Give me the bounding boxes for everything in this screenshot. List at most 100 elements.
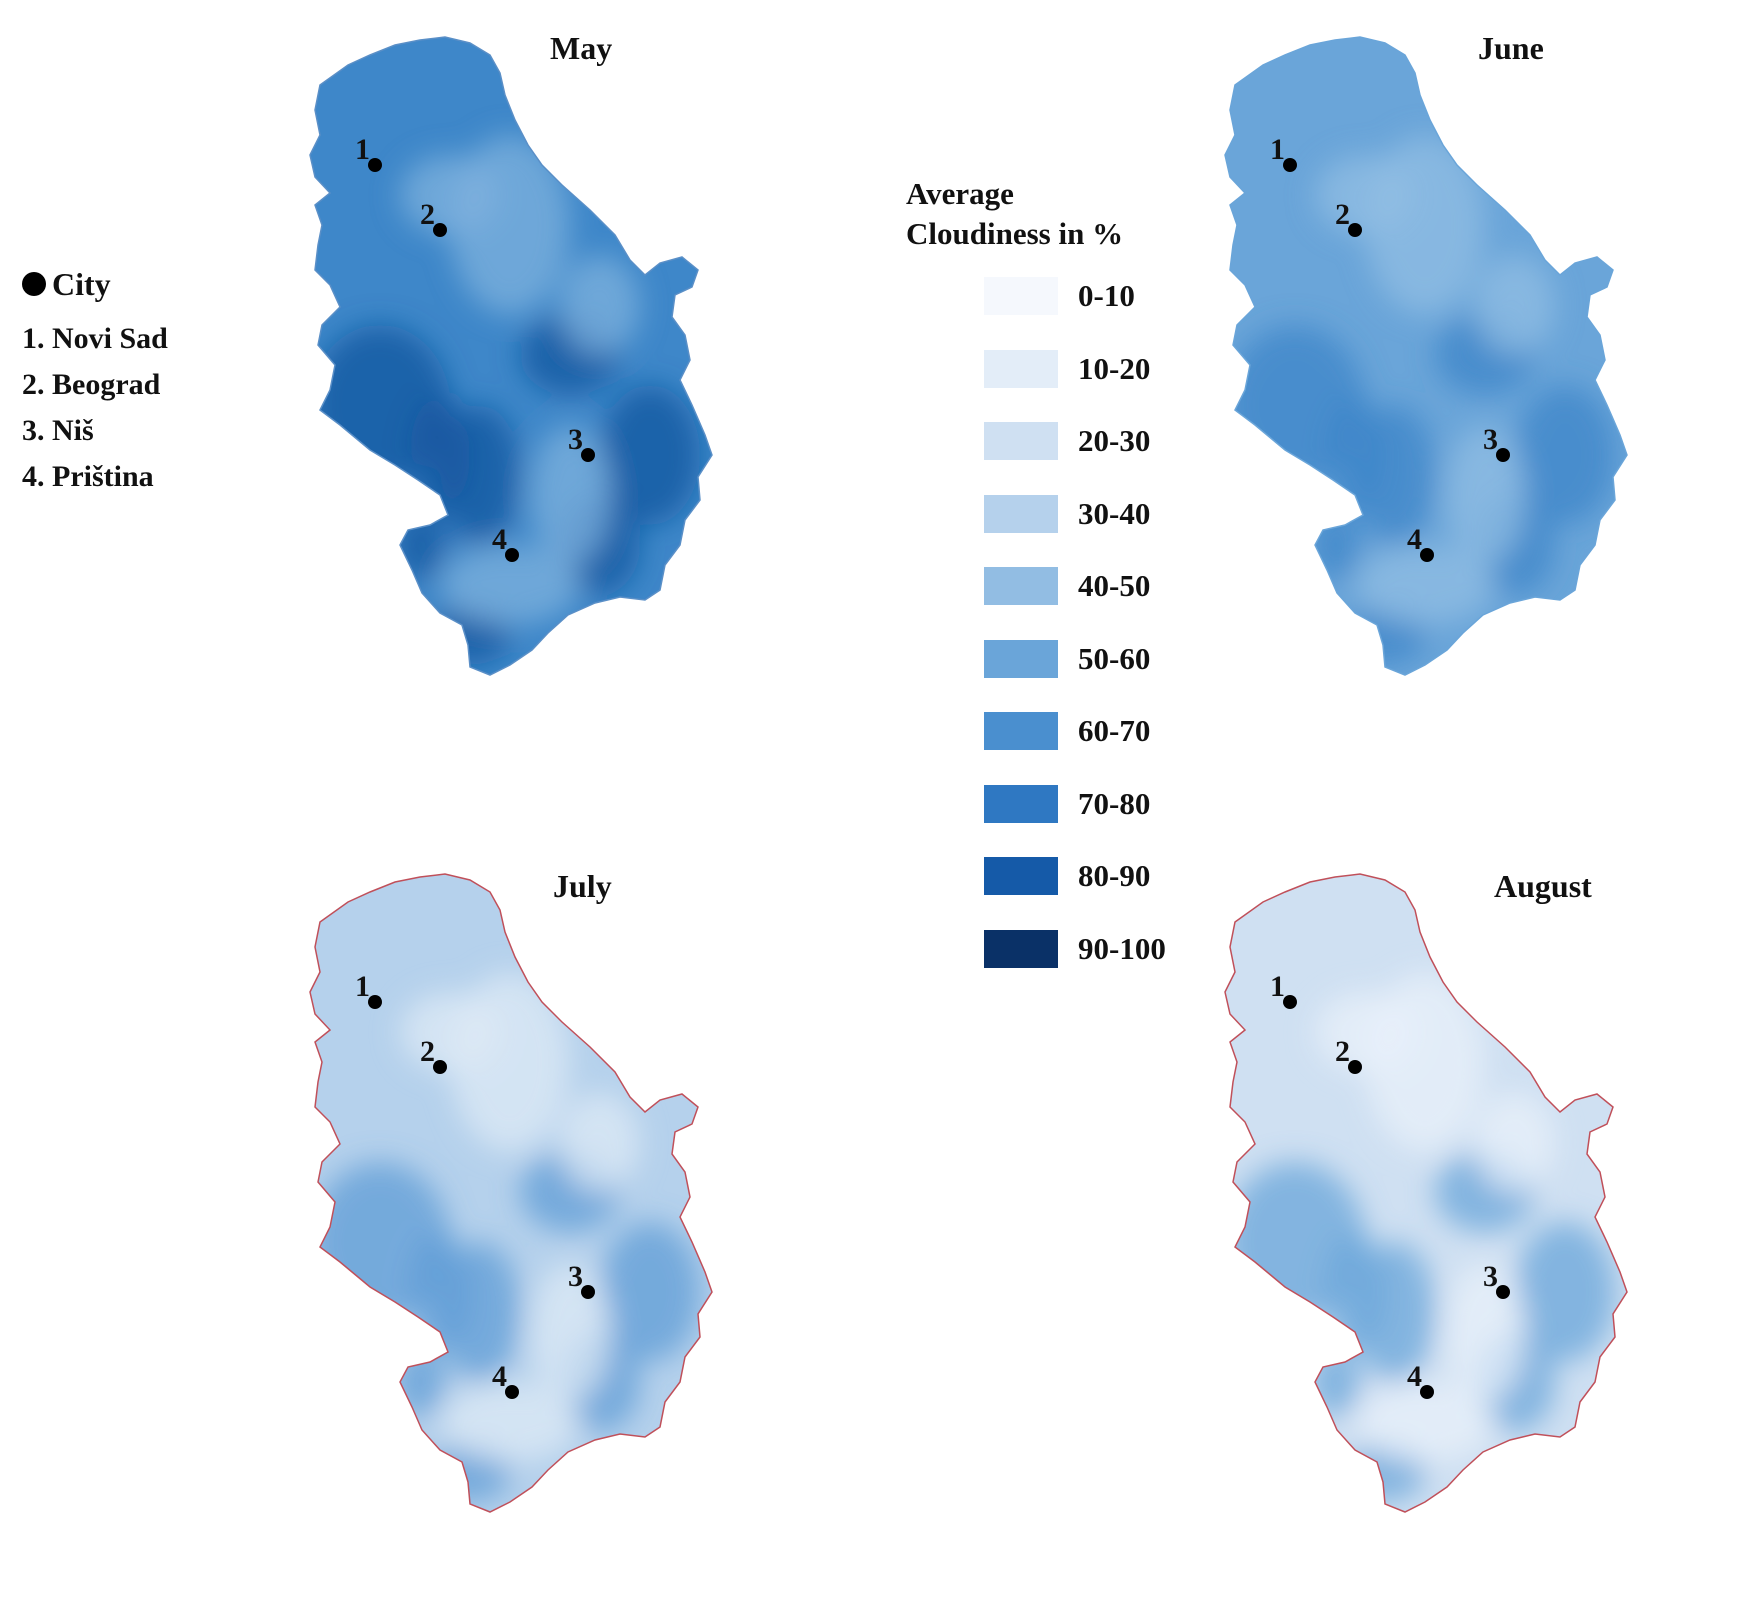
city-marker bbox=[433, 1060, 447, 1074]
low-cloudiness-area bbox=[400, 155, 500, 235]
country-border bbox=[1224, 36, 1628, 676]
legend-swatch bbox=[984, 494, 1058, 533]
cloudiness-map-may: 1 2 3 4 bbox=[309, 36, 713, 676]
legend-class-label: 20-30 bbox=[1078, 423, 1151, 459]
legend-class-row: 10-20 bbox=[984, 333, 1186, 406]
city-marker bbox=[1496, 1285, 1510, 1299]
low-cloudiness-area bbox=[1475, 1092, 1555, 1192]
map-title-may: May bbox=[550, 30, 613, 66]
city-marker-number: 3 bbox=[1483, 1260, 1498, 1293]
city-marker bbox=[1420, 548, 1434, 562]
cloudiness-map-july: 1 2 3 4 bbox=[309, 873, 713, 1513]
city-marker-number: 1 bbox=[355, 133, 370, 166]
city-marker bbox=[505, 1385, 519, 1399]
legend-class-row: 80-90 bbox=[984, 840, 1186, 913]
legend-swatch bbox=[984, 639, 1058, 678]
cloudiness-map-august: 1 2 3 4 bbox=[1224, 873, 1628, 1513]
city-marker-number: 4 bbox=[492, 1360, 507, 1393]
city-marker-number: 2 bbox=[420, 1035, 435, 1068]
city-legend: City 1. Novi Sad 2. Beograd 3. Niš 4. Pr… bbox=[22, 262, 252, 500]
city-marker bbox=[1283, 995, 1297, 1009]
low-cloudiness-area bbox=[400, 992, 500, 1072]
legend-class-label: 10-20 bbox=[1078, 350, 1151, 386]
city-marker-number: 2 bbox=[1335, 198, 1350, 231]
legend-class-label: 90-100 bbox=[1078, 930, 1166, 966]
city-marker bbox=[1348, 223, 1362, 237]
legend-class-row: 20-30 bbox=[984, 405, 1186, 478]
city-marker bbox=[368, 158, 382, 172]
low-cloudiness-area bbox=[440, 1382, 580, 1462]
city-marker-number: 1 bbox=[1270, 970, 1285, 1003]
cloudiness-regions bbox=[1225, 972, 1615, 1502]
city-legend-item: 4. Priština bbox=[22, 460, 154, 493]
city-marker-number: 2 bbox=[1335, 1035, 1350, 1068]
city-marker-number: 3 bbox=[568, 1260, 583, 1293]
legend-class-label: 60-70 bbox=[1078, 713, 1151, 749]
low-cloudiness-area bbox=[560, 255, 640, 355]
city-marker bbox=[581, 448, 595, 462]
city-marker bbox=[1348, 1060, 1362, 1074]
low-cloudiness-area bbox=[1355, 545, 1495, 625]
legend-swatch bbox=[984, 422, 1058, 461]
map-title-july: July bbox=[553, 868, 612, 904]
city-marker-number: 4 bbox=[492, 523, 507, 556]
city-marker-number: 3 bbox=[568, 423, 583, 456]
city-legend-item: 2. Beograd bbox=[22, 368, 161, 401]
legend-swatch bbox=[984, 929, 1058, 968]
legend-class-row: 90-100 bbox=[984, 913, 1186, 986]
map-title-august: August bbox=[1494, 868, 1592, 904]
city-legend-header: City bbox=[22, 262, 252, 306]
legend-title-line1: Average bbox=[906, 176, 1014, 211]
legend-class-row: 50-60 bbox=[984, 623, 1186, 696]
high-cloudiness-area bbox=[600, 1222, 700, 1362]
city-marker bbox=[505, 548, 519, 562]
low-cloudiness-area bbox=[1355, 1382, 1495, 1462]
high-cloudiness-area bbox=[600, 385, 700, 525]
legend-swatch bbox=[984, 712, 1058, 751]
map-title-june: June bbox=[1478, 30, 1544, 66]
city-marker bbox=[1420, 1385, 1434, 1399]
city-marker-number: 2 bbox=[420, 198, 435, 231]
city-marker-number: 1 bbox=[1270, 133, 1285, 166]
low-cloudiness-area bbox=[1315, 155, 1415, 235]
city-legend-label: City bbox=[52, 265, 111, 302]
city-marker bbox=[368, 995, 382, 1009]
legend-swatch bbox=[984, 567, 1058, 606]
city-marker-number: 3 bbox=[1483, 423, 1498, 456]
legend-swatch bbox=[984, 784, 1058, 823]
cloudiness-regions bbox=[310, 972, 700, 1502]
legend-class-label: 0-10 bbox=[1078, 278, 1135, 314]
cloudiness-legend: Average Cloudiness in % 0-10 10-20 20-30 30… bbox=[906, 174, 1186, 985]
legend-class-row: 30-40 bbox=[984, 478, 1186, 551]
high-cloudiness-area bbox=[1515, 385, 1615, 525]
city-marker-icon bbox=[22, 272, 46, 296]
legend-title-line2: Cloudiness in % bbox=[906, 216, 1124, 251]
low-cloudiness-area bbox=[1475, 255, 1555, 355]
low-cloudiness-area bbox=[560, 1092, 640, 1192]
city-legend-item: 1. Novi Sad bbox=[22, 322, 168, 355]
legend-classes: 0-10 10-20 20-30 30-40 40-50 50-60 60-70 70-80 8… bbox=[984, 260, 1186, 985]
high-cloudiness-area bbox=[1515, 1222, 1615, 1362]
country-border bbox=[1224, 873, 1628, 1513]
cloudiness-map-june: 1 2 3 4 bbox=[1224, 36, 1628, 676]
legend-class-row: 0-10 bbox=[984, 260, 1186, 333]
city-marker-number: 4 bbox=[1407, 523, 1422, 556]
country-border bbox=[309, 873, 713, 1513]
legend-swatch bbox=[984, 349, 1058, 388]
legend-swatch bbox=[984, 857, 1058, 896]
legend-class-row: 40-50 bbox=[984, 550, 1186, 623]
legend-swatch bbox=[984, 277, 1058, 316]
city-marker bbox=[1496, 448, 1510, 462]
legend-class-label: 50-60 bbox=[1078, 640, 1151, 676]
low-cloudiness-area bbox=[440, 545, 580, 625]
city-marker-number: 1 bbox=[355, 970, 370, 1003]
country-border bbox=[309, 36, 713, 676]
low-cloudiness-area bbox=[1315, 992, 1415, 1072]
legend-class-row: 70-80 bbox=[984, 768, 1186, 841]
city-marker bbox=[433, 223, 447, 237]
legend-class-label: 30-40 bbox=[1078, 495, 1151, 531]
legend-class-label: 70-80 bbox=[1078, 785, 1151, 821]
city-marker bbox=[581, 1285, 595, 1299]
legend-class-label: 40-50 bbox=[1078, 568, 1151, 604]
city-marker bbox=[1283, 158, 1297, 172]
